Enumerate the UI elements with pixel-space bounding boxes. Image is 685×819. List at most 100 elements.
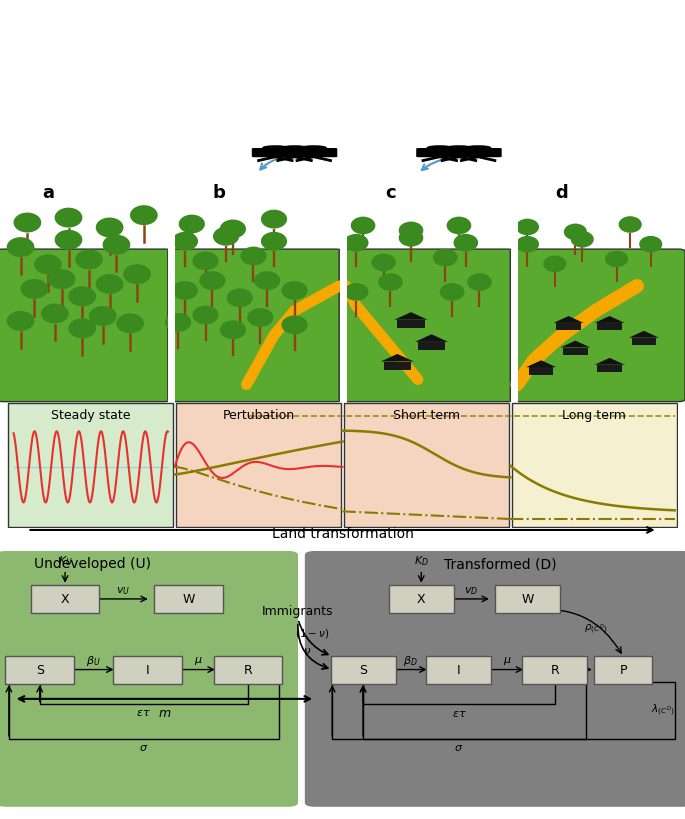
Polygon shape — [553, 317, 584, 324]
Text: R: R — [244, 663, 252, 676]
Text: $v_D$: $v_D$ — [464, 584, 478, 595]
Ellipse shape — [55, 230, 82, 251]
Text: $m$: $m$ — [158, 706, 171, 719]
FancyBboxPatch shape — [214, 656, 282, 684]
FancyBboxPatch shape — [389, 586, 453, 613]
Text: Undeveloped (U): Undeveloped (U) — [34, 557, 151, 571]
Text: S: S — [36, 663, 44, 676]
Ellipse shape — [7, 311, 34, 332]
Ellipse shape — [103, 235, 130, 256]
Text: Short term: Short term — [393, 409, 460, 422]
Ellipse shape — [172, 282, 198, 301]
FancyBboxPatch shape — [556, 324, 581, 331]
FancyBboxPatch shape — [344, 404, 509, 527]
Ellipse shape — [192, 306, 219, 325]
Polygon shape — [560, 342, 590, 348]
Ellipse shape — [516, 219, 539, 236]
Text: Immigrants: Immigrants — [262, 604, 334, 618]
Ellipse shape — [96, 218, 123, 238]
Ellipse shape — [453, 234, 478, 252]
Text: c: c — [385, 183, 396, 201]
Text: X: X — [61, 593, 69, 606]
Text: I: I — [457, 663, 461, 676]
Ellipse shape — [68, 287, 96, 307]
Ellipse shape — [440, 283, 464, 301]
Polygon shape — [595, 359, 625, 365]
Text: $\beta_U$: $\beta_U$ — [86, 654, 101, 667]
Ellipse shape — [41, 304, 68, 324]
Ellipse shape — [14, 213, 41, 233]
FancyBboxPatch shape — [426, 656, 492, 684]
Ellipse shape — [516, 237, 539, 253]
Ellipse shape — [351, 217, 375, 235]
FancyBboxPatch shape — [632, 338, 656, 346]
Ellipse shape — [165, 314, 191, 333]
FancyBboxPatch shape — [436, 149, 482, 158]
Ellipse shape — [220, 220, 246, 239]
Ellipse shape — [467, 274, 492, 292]
Text: $\varepsilon\tau$: $\varepsilon\tau$ — [451, 708, 466, 717]
Ellipse shape — [123, 265, 151, 285]
Ellipse shape — [399, 229, 423, 247]
Text: X: X — [417, 593, 425, 606]
Text: b: b — [213, 183, 225, 201]
Ellipse shape — [543, 256, 566, 273]
Ellipse shape — [240, 247, 266, 266]
FancyBboxPatch shape — [529, 368, 553, 375]
Ellipse shape — [48, 269, 75, 290]
FancyBboxPatch shape — [290, 149, 337, 158]
Ellipse shape — [75, 250, 103, 270]
FancyBboxPatch shape — [563, 348, 588, 355]
Ellipse shape — [465, 146, 491, 151]
Ellipse shape — [130, 206, 158, 226]
FancyBboxPatch shape — [8, 404, 173, 527]
Text: $v_U$: $v_U$ — [116, 584, 130, 595]
Text: $\rho_{(C^D)}$: $\rho_{(C^D)}$ — [584, 622, 608, 636]
Ellipse shape — [34, 255, 62, 275]
Text: a: a — [42, 183, 54, 201]
Text: I: I — [145, 663, 149, 676]
Polygon shape — [526, 361, 556, 368]
FancyBboxPatch shape — [271, 149, 318, 158]
Text: $\mu$: $\mu$ — [503, 654, 511, 667]
Text: d: d — [556, 183, 568, 201]
FancyBboxPatch shape — [512, 404, 677, 527]
Ellipse shape — [7, 238, 34, 258]
Ellipse shape — [116, 314, 144, 334]
Ellipse shape — [89, 306, 116, 327]
Text: $\sigma$: $\sigma$ — [139, 742, 149, 752]
Text: Pertubation: Pertubation — [223, 409, 295, 422]
Ellipse shape — [282, 146, 308, 151]
Ellipse shape — [227, 289, 253, 308]
FancyBboxPatch shape — [252, 149, 299, 158]
FancyBboxPatch shape — [495, 586, 560, 613]
Text: $\varepsilon\tau$: $\varepsilon\tau$ — [136, 708, 151, 717]
Text: Transformed (D): Transformed (D) — [444, 557, 556, 571]
Ellipse shape — [571, 232, 594, 248]
FancyBboxPatch shape — [154, 586, 223, 613]
Text: Long term: Long term — [562, 409, 626, 422]
Ellipse shape — [55, 208, 82, 229]
Polygon shape — [629, 332, 659, 338]
Ellipse shape — [371, 254, 396, 272]
Ellipse shape — [605, 251, 628, 268]
FancyBboxPatch shape — [113, 656, 182, 684]
Text: $\nu$: $\nu$ — [303, 645, 311, 658]
FancyBboxPatch shape — [597, 324, 622, 331]
Text: $\sigma$: $\sigma$ — [454, 742, 464, 752]
Ellipse shape — [192, 252, 219, 271]
Polygon shape — [595, 317, 625, 324]
FancyBboxPatch shape — [595, 656, 652, 684]
Text: $\beta_D$: $\beta_D$ — [403, 654, 418, 667]
Ellipse shape — [301, 146, 327, 151]
Text: $K_D$: $K_D$ — [414, 554, 429, 568]
FancyBboxPatch shape — [0, 250, 171, 402]
Ellipse shape — [213, 228, 239, 247]
Ellipse shape — [172, 233, 198, 251]
FancyBboxPatch shape — [168, 250, 342, 402]
Ellipse shape — [179, 215, 205, 234]
FancyBboxPatch shape — [416, 149, 463, 158]
Ellipse shape — [247, 309, 273, 328]
Ellipse shape — [639, 237, 662, 253]
Text: W: W — [521, 593, 534, 606]
